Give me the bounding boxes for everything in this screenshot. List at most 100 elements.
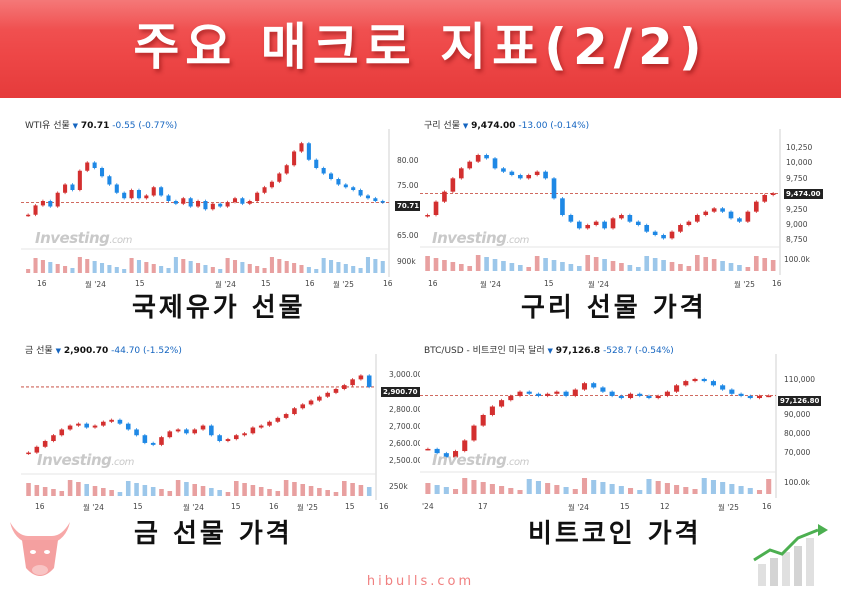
volume-bar bbox=[425, 256, 430, 271]
candle-body bbox=[240, 198, 245, 204]
volume-bar bbox=[720, 482, 726, 494]
candle-body bbox=[175, 429, 181, 432]
volume-bar bbox=[306, 267, 311, 273]
down-arrow-icon: ▼ bbox=[547, 347, 553, 355]
x-tick-label: 월 '25 bbox=[297, 503, 318, 512]
volume-bar bbox=[568, 264, 574, 271]
candle-body bbox=[151, 187, 156, 196]
down-arrow-icon: ▼ bbox=[72, 122, 79, 130]
candle-body bbox=[635, 221, 641, 225]
volume-scale-label: 900k bbox=[397, 257, 416, 266]
candle-body bbox=[738, 393, 744, 396]
volume-bar bbox=[627, 265, 633, 271]
instrument-price: 70.71 bbox=[80, 121, 110, 131]
x-tick-label: 월 '25 bbox=[333, 280, 354, 289]
volume-bar bbox=[729, 484, 735, 494]
candle-body bbox=[560, 198, 565, 215]
candle-body bbox=[433, 201, 439, 215]
candle-body bbox=[683, 381, 689, 386]
candle-body bbox=[159, 187, 164, 196]
candle-body bbox=[300, 404, 306, 409]
x-tick-label: 16 bbox=[762, 502, 772, 511]
volume-bar bbox=[563, 487, 569, 494]
volume-bar bbox=[232, 260, 238, 273]
candle-body bbox=[277, 173, 282, 182]
candle-body bbox=[150, 442, 156, 445]
instrument-price: 9,474.00 bbox=[471, 121, 516, 131]
volume-bar bbox=[203, 265, 208, 273]
volume-bar bbox=[267, 489, 272, 496]
candle-body bbox=[70, 184, 75, 190]
volume-bar bbox=[117, 492, 123, 496]
volume-bar bbox=[572, 489, 578, 494]
gold-caption: 금 선물 가격 bbox=[134, 519, 293, 549]
watermark: Investing.com bbox=[432, 451, 529, 469]
candle-body bbox=[425, 215, 430, 217]
candle-body bbox=[40, 201, 45, 206]
candle-body bbox=[610, 218, 616, 229]
candle-body bbox=[196, 201, 201, 207]
price-change: -13.00 (-0.14%) bbox=[518, 121, 590, 131]
volume-bar bbox=[321, 258, 326, 273]
candle-body bbox=[142, 435, 148, 443]
volume-bar bbox=[26, 483, 31, 496]
candle-body bbox=[766, 395, 772, 398]
candle-body bbox=[686, 221, 692, 225]
candle-body bbox=[267, 421, 272, 426]
candle-body bbox=[664, 391, 670, 396]
volume-bar bbox=[433, 258, 439, 271]
candle-body bbox=[728, 211, 734, 219]
volume-bar bbox=[225, 492, 231, 496]
volume-bar bbox=[492, 259, 498, 271]
candle-body bbox=[480, 415, 486, 426]
candle-body bbox=[581, 383, 588, 390]
volume-bar bbox=[125, 481, 131, 496]
volume-bar bbox=[635, 267, 641, 271]
candle-body bbox=[380, 201, 385, 203]
candle-body bbox=[467, 161, 473, 169]
volume-bar bbox=[692, 489, 698, 494]
candle-body bbox=[122, 192, 127, 199]
volume-bar bbox=[380, 261, 385, 273]
candle-body bbox=[247, 201, 252, 204]
volume-scale-label: 100.0k bbox=[784, 478, 810, 487]
down-arrow-icon: ▼ bbox=[55, 347, 61, 355]
volume-bar bbox=[350, 483, 355, 496]
x-tick-label: 월 '24 bbox=[588, 280, 609, 289]
candle-body bbox=[678, 225, 683, 232]
last-price-tag: 97,126.80 bbox=[778, 396, 822, 406]
volume-bar bbox=[501, 261, 506, 271]
volume-bar bbox=[342, 481, 347, 496]
copper-chart-panel: 구리 선물 ▼ 9,474.00 -13.00 (-0.14%) Investi… bbox=[420, 115, 823, 289]
instrument-name: 구리 선물 bbox=[424, 121, 460, 131]
candle-body bbox=[593, 221, 599, 225]
volume-bar bbox=[175, 480, 181, 496]
instrument-price: 2,900.70 bbox=[63, 346, 109, 356]
volume-bar bbox=[233, 481, 239, 496]
candle-body bbox=[232, 198, 238, 203]
candle-body bbox=[545, 393, 551, 396]
candle-body bbox=[661, 235, 666, 239]
volume-bar bbox=[661, 260, 666, 271]
volume-bar bbox=[480, 482, 486, 494]
x-tick-label: 월 '24 bbox=[83, 503, 104, 512]
chart-header: BTC/USD - 비트코인 미국 달러 ▼ 97,126.8 -528.7 (… bbox=[424, 343, 674, 356]
candle-body bbox=[76, 423, 81, 426]
volume-bar bbox=[33, 258, 38, 273]
candle-body bbox=[336, 179, 341, 185]
candle-body bbox=[720, 385, 726, 390]
volume-bar bbox=[576, 266, 582, 271]
candle-body bbox=[284, 165, 289, 174]
candle-body bbox=[210, 203, 215, 210]
volume-bar bbox=[462, 478, 468, 494]
bitcoin-chart bbox=[420, 354, 777, 498]
candle-body bbox=[314, 159, 319, 168]
candle-body bbox=[233, 435, 239, 440]
gold-chart-panel: 금 선물 ▼ 2,900.70 -44.70 (-1.52%) Investin… bbox=[21, 340, 422, 512]
candle-body bbox=[489, 406, 495, 415]
instrument-name: WTI유 선물 bbox=[25, 121, 70, 131]
x-tick-label: 월 '25 bbox=[734, 280, 755, 289]
candle-body bbox=[535, 393, 541, 396]
volume-bar bbox=[336, 262, 341, 273]
volume-bar bbox=[703, 257, 709, 271]
